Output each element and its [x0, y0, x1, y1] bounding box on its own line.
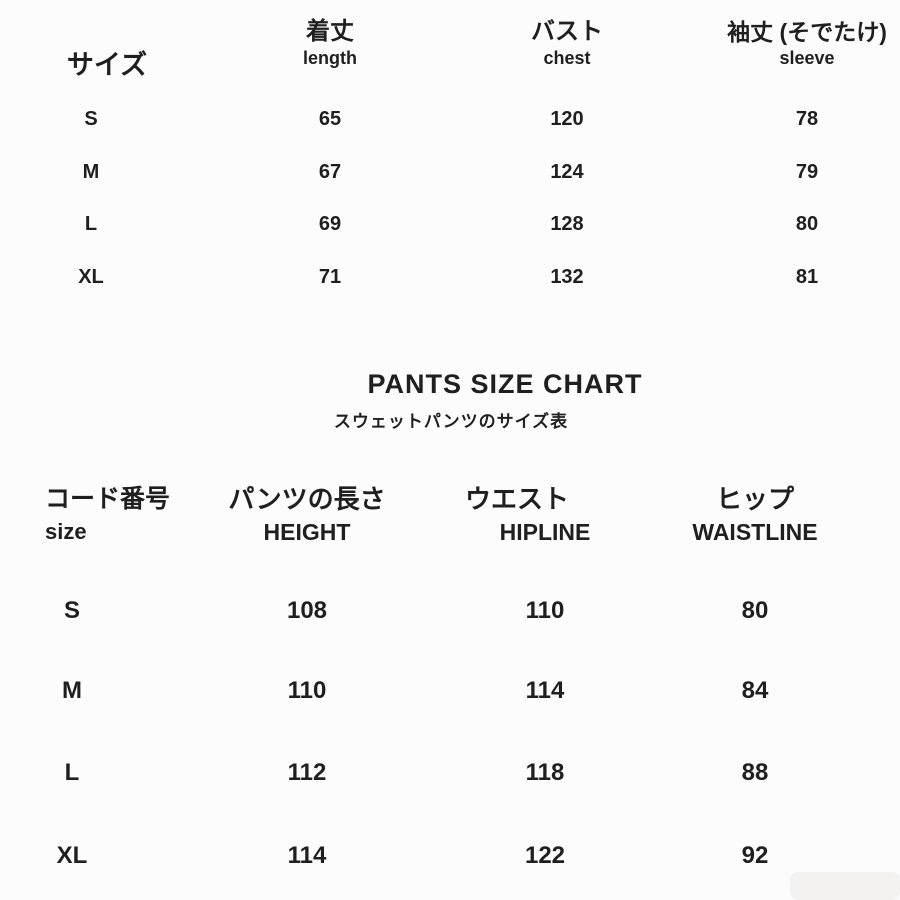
shirt-cell-length: 65 [318, 108, 342, 130]
pants-row-size-label: XL [56, 842, 88, 869]
pants-header-waistline: ヒップ WAISTLINE [655, 484, 855, 546]
table-row: L 69 128 80 [0, 211, 900, 237]
shirt-header-sleeve: 袖丈 (そでたけ) sleeve [707, 18, 900, 70]
shirt-cell-sleeve: 79 [795, 161, 819, 183]
table-row: XL 71 132 81 [0, 264, 900, 290]
pants-header-hipline: ウエスト HIPLINE [445, 484, 645, 546]
pants-header-size-en: size [45, 519, 87, 544]
shirt-cell-length: 67 [318, 161, 342, 183]
shirt-header-length-en: length [303, 48, 357, 68]
shirt-row-size-label: M [82, 161, 100, 183]
pants-cell-hipline: 114 [525, 677, 565, 704]
shirt-header-chest-en: chest [543, 48, 591, 68]
pants-header-height: パンツの長さ HEIGHT [207, 484, 407, 546]
pants-header-height-en: HEIGHT [263, 519, 351, 545]
pants-cell-height: 112 [287, 759, 327, 786]
pants-cell-hipline: 110 [525, 597, 565, 624]
pants-cell-height: 114 [287, 842, 327, 869]
pants-row-size-label: M [62, 677, 82, 704]
pants-chart-subtitle: スウェットパンツのサイズ表 [333, 412, 569, 431]
pants-header-hipline-jp: ウエスト [464, 484, 569, 514]
shirt-cell-chest: 124 [550, 161, 584, 183]
shirt-cell-chest: 120 [550, 108, 584, 130]
shirt-header-sleeve-jp: 袖丈 (そでたけ) [727, 19, 887, 45]
shirt-header-size: サイズ [66, 49, 148, 80]
table-row: M 110 114 84 [0, 676, 900, 706]
shirt-header-length: 着丈 length [230, 18, 430, 70]
pants-header-size: コード番号 size [45, 484, 255, 546]
pants-header-waistline-jp: ヒップ [715, 484, 794, 514]
pants-cell-height: 110 [287, 677, 327, 704]
pants-cell-waistline: 88 [741, 759, 769, 786]
shirt-cell-length: 71 [318, 266, 342, 288]
pants-row-size-label: L [64, 759, 80, 786]
shirt-row-size-label: S [84, 108, 98, 130]
table-row: S 108 110 80 [0, 596, 900, 626]
pants-header-height-jp: パンツの長さ [228, 484, 386, 514]
table-row: L 112 118 88 [0, 758, 900, 788]
shirt-cell-sleeve: 78 [795, 108, 819, 130]
table-row: XL 114 122 92 [0, 841, 900, 871]
jpeg-artifact [790, 872, 900, 900]
shirt-header-chest-jp: バスト [531, 18, 603, 45]
shirt-cell-length: 69 [318, 213, 342, 235]
shirt-cell-sleeve: 81 [795, 266, 819, 288]
pants-cell-waistline: 92 [741, 842, 769, 869]
pants-header-hipline-en: HIPLINE [499, 519, 591, 545]
shirt-cell-sleeve: 80 [795, 213, 819, 235]
pants-header-waistline-en: WAISTLINE [692, 519, 818, 545]
pants-cell-waistline: 80 [741, 597, 769, 624]
shirt-table-header: サイズ 着丈 length バスト chest 袖丈 (そでたけ) sleeve [0, 18, 900, 80]
table-row: S 65 120 78 [0, 106, 900, 132]
pants-cell-hipline: 118 [525, 759, 565, 786]
pants-cell-height: 108 [286, 597, 328, 624]
pants-cell-hipline: 122 [524, 842, 566, 869]
shirt-cell-chest: 132 [550, 266, 584, 288]
pants-cell-waistline: 84 [741, 677, 769, 704]
table-row: M 67 124 79 [0, 159, 900, 185]
shirt-row-size-label: L [84, 213, 98, 235]
pants-chart-title: PANTS SIZE CHART [367, 369, 643, 399]
pants-header-size-jp: コード番号 [45, 485, 171, 513]
shirt-cell-chest: 128 [550, 213, 584, 235]
shirt-header-sleeve-en: sleeve [779, 48, 835, 68]
shirt-header-chest: バスト chest [467, 18, 667, 70]
pants-row-size-label: S [63, 597, 80, 624]
shirt-row-size-label: XL [78, 266, 104, 288]
shirt-header-length-jp: 着丈 [306, 18, 354, 45]
